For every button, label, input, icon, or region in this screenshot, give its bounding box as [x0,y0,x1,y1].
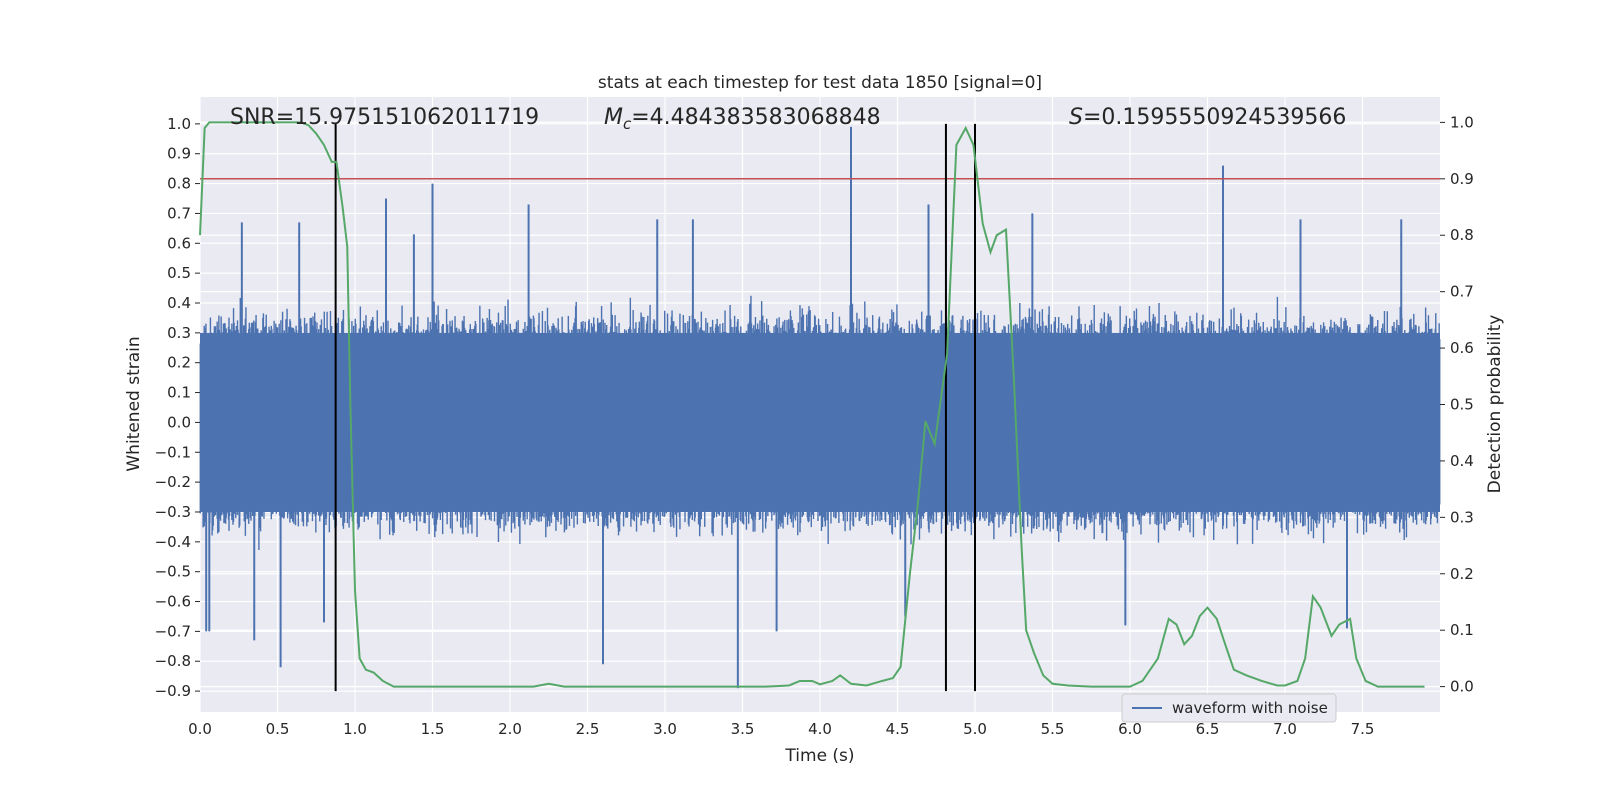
y-left-tick-label: −0.4 [155,533,191,551]
y-left-tick-label: 0.4 [167,294,191,312]
x-tick-label: 3.0 [653,720,677,738]
x-tick-label: 4.5 [886,720,910,738]
x-tick-label: 1.0 [343,720,367,738]
y-left-tick-label: −0.5 [155,563,191,581]
y-left-tick-label: 0.2 [167,354,191,372]
y-right-tick-label: 0.9 [1450,170,1474,188]
s-statistic-symbol: S [1069,105,1083,130]
y-right-tick-label: 0.0 [1450,678,1474,696]
y-right-tick-label: 0.3 [1450,508,1474,526]
detection-probability-line [199,121,1425,688]
y-left-tick-label: −0.8 [155,652,191,670]
y-left-tick-label: −0.9 [155,682,191,700]
y-right-tick-label: 1.0 [1450,113,1474,131]
x-tick-label: 1.5 [421,720,445,738]
x-tick-label: 0.0 [188,720,212,738]
chart-title: stats at each timestep for test data 185… [598,73,1042,93]
y-right-tick-label: 0.4 [1450,452,1474,470]
x-tick-label: 6.0 [1118,720,1142,738]
y-right-tick-label: 0.7 [1450,283,1474,301]
s-statistic-value: =0.1595550924539566 [1083,105,1346,130]
legend-box [1121,693,1337,723]
x-tick-label: 2.5 [576,720,600,738]
x-axis-label: Time (s) [784,746,854,766]
y-left-tick-label: 0.7 [167,204,191,222]
y-left-tick-label: 0.0 [167,413,191,431]
x-tick-label: 5.0 [963,720,987,738]
x-tick-label: 6.5 [1196,720,1220,738]
y-right-tick-label: 0.8 [1450,226,1474,244]
y-right-tick-label: 0.5 [1450,396,1474,414]
y-left-axis-ticks: −0.9 −0.8 −0.7 −0.6 −0.5 −0.4 −0.3 −0.2 −0.1 0.0 0… [155,115,200,700]
y-left-axis-label: Whitened strain [124,336,144,471]
y-left-tick-label: −0.7 [155,622,191,640]
y-left-tick-label: 0.6 [167,234,191,252]
y-right-axis-label: Detection probability [1485,315,1505,494]
legend: waveform with noise [1121,693,1337,723]
detection-probability-series [199,121,1425,688]
s-statistic-annotation: S=0.1595550924539566 [1069,105,1346,130]
legend-label-waveform: waveform with noise [1172,699,1328,717]
y-left-tick-label: −0.3 [155,503,191,521]
x-tick-label: 7.5 [1351,720,1375,738]
x-tick-label: 7.0 [1273,720,1297,738]
y-left-tick-label: 0.8 [167,175,191,193]
y-right-tick-label: 0.6 [1450,339,1474,357]
y-left-tick-label: −0.2 [155,473,191,491]
y-left-tick-label: −0.6 [155,593,191,611]
y-left-tick-label: 0.9 [167,145,191,163]
waveform-noise-path [199,295,1441,550]
x-tick-label: 2.0 [498,720,522,738]
y-left-tick-label: 1.0 [167,115,191,133]
y-left-tick-label: −0.1 [155,443,191,461]
chirp-mass-subscript: c [623,115,632,133]
snr-annotation: SNR=15.975151062011719 [230,105,539,130]
y-right-tick-label: 0.2 [1450,565,1474,583]
x-tick-label: 3.5 [731,720,755,738]
chirp-mass-annotation: Mc=4.484383583068848 [604,105,881,133]
y-left-tick-label: 0.1 [167,384,191,402]
x-tick-label: 5.5 [1041,720,1065,738]
y-right-tick-label: 0.1 [1450,621,1474,639]
x-axis-ticks: 0.0 0.5 1.0 1.5 2.0 2.5 3.0 3.5 4.0 4.5 5.0 5.5 6.0 6… [188,720,1374,738]
y-left-tick-label: 0.5 [167,264,191,282]
x-tick-label: 0.5 [266,720,290,738]
y-right-axis-ticks: 0.0 0.1 0.2 0.3 0.4 0.5 0.6 0.7 0.8 0.9 1.0 [1440,113,1474,696]
y-left-tick-label: 0.3 [167,324,191,342]
chirp-mass-value: =4.484383583068848 [631,105,880,130]
waveform-with-noise-series [199,126,1441,689]
chirp-mass-symbol: M [604,105,623,130]
x-tick-label: 4.0 [808,720,832,738]
marker-vertical-lines [334,123,976,692]
